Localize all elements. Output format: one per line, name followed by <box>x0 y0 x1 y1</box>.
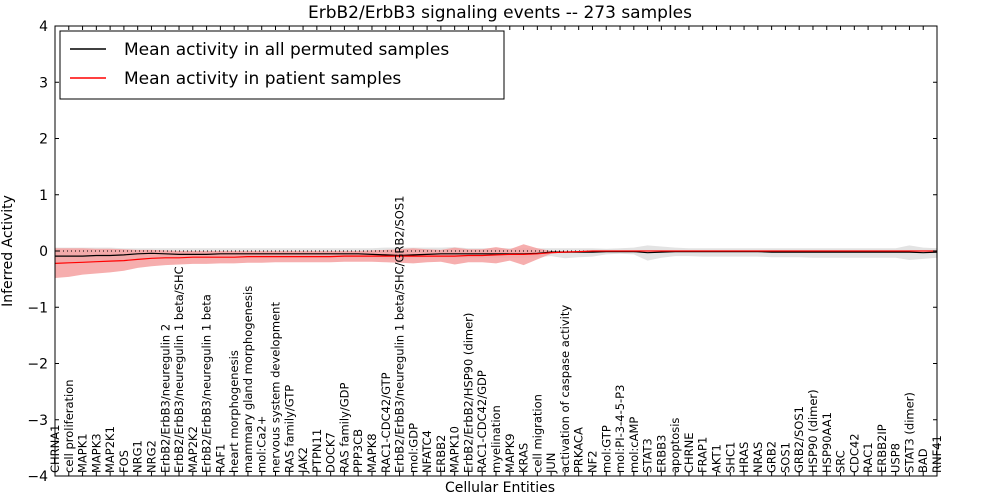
x-tick-label: NF2 <box>586 450 600 473</box>
x-tick-label: FRAP1 <box>696 437 710 473</box>
x-tick-label: ErbB2/ErbB2/HSP90 (dimer) <box>461 313 475 473</box>
x-tick-label: mol:cAMP <box>627 417 641 473</box>
x-tick-label: PPP3CB <box>351 429 365 473</box>
x-tick-label: ERBB3 <box>654 435 668 473</box>
legend-box <box>59 30 505 100</box>
x-tick-label: STAT3 <box>641 438 655 473</box>
x-tick-label: SHC1 <box>723 442 737 473</box>
x-tick-label: mol:Ca2+ <box>255 416 269 473</box>
x-tick-label: ErbB2/ErbB3/neuregulin 1 beta/SHC <box>172 266 186 473</box>
y-tick-label: 4 <box>39 19 48 35</box>
x-tick-label: BAD <box>916 448 930 473</box>
x-tick-label: nervous system development <box>269 302 283 473</box>
series-line-permuted <box>55 251 938 257</box>
x-axis-label: Cellular Entities <box>445 480 555 496</box>
x-tick-label: RAS family/GTP <box>282 385 296 473</box>
x-tick-label: MAPK1 <box>76 433 90 473</box>
y-tick-label: 2 <box>39 132 48 148</box>
x-tick-label: ErbB2/ErbB3/neuregulin 1 beta/SHC/GRB2/S… <box>393 196 407 473</box>
x-tick-label: RAF1 <box>213 444 227 473</box>
x-tick-label: MAPK9 <box>503 433 517 473</box>
y-tick-label: 0 <box>39 244 48 260</box>
x-tick-label: CDC42 <box>847 433 861 473</box>
x-tick-label: ERBB2 <box>434 435 448 473</box>
x-tick-label: CHRNE <box>682 432 696 473</box>
x-tick-label: AKT1 <box>710 444 724 473</box>
x-tick-label: NRG1 <box>131 440 145 473</box>
x-tick-label: MAPK8 <box>365 433 379 473</box>
x-tick-label: mammary gland morphogenesis <box>241 286 255 473</box>
bands-layer <box>55 244 937 278</box>
x-tick-label: MAPK10 <box>448 426 462 473</box>
x-tick-label: GRB2 <box>765 441 779 473</box>
x-tick-label: mol:PI-3-4-5-P3 <box>613 385 627 473</box>
x-tick-label: RAC1-CDC42/GTP <box>379 372 393 473</box>
x-axis: CHRNA1 cell proliferation MAPK1 MAPK3 MAP2K1… <box>48 26 944 476</box>
x-tick-label: ErbB2/ErbB3/neuregulin 2 <box>158 324 172 473</box>
x-tick-label: FOS <box>117 450 131 473</box>
x-tick-label: DOCK7 <box>324 432 338 473</box>
x-tick-label: ERBB2IP <box>875 424 889 473</box>
x-tick-label: HSP90AA1 <box>820 412 834 473</box>
y-tick-label: −4 <box>27 469 48 485</box>
series-layer <box>54 250 938 264</box>
y-axis: −4 −3 −2 −1 0 1 2 3 4 <box>27 19 937 485</box>
y-tick-label: −1 <box>27 300 48 316</box>
x-tick-label: NRG2 <box>145 440 159 473</box>
x-tick-label: MAP2K2 <box>186 426 200 473</box>
x-tick-label: JUN <box>544 453 558 474</box>
x-tick-label: PTPN11 <box>310 429 324 473</box>
x-tick-label: cell migration <box>530 394 544 473</box>
x-tick-label: PRKACA <box>572 427 586 473</box>
x-tick-label: KRAS <box>517 443 531 473</box>
x-tick-label: activation of caspase activity <box>558 305 572 473</box>
y-tick-label: 1 <box>39 188 48 204</box>
x-tick-label: CHRNA1 <box>48 425 62 473</box>
x-tick-label: NRAS <box>751 442 765 473</box>
x-tick-label: NFATC4 <box>420 430 434 473</box>
x-tick-label: heart morphogenesis <box>227 350 241 473</box>
series-line-patient <box>54 250 937 264</box>
y-tick-label: −2 <box>27 357 48 373</box>
x-tick-label: GRB2/SOS1 <box>792 406 806 473</box>
x-tick-label: ErbB2/ErbB3/neuregulin 1 beta <box>200 294 214 473</box>
x-tick-label: RAS family/GDP <box>337 383 351 473</box>
y-tick-label: 3 <box>39 75 48 91</box>
x-tick-label: mol:GTP <box>599 425 613 473</box>
band-patient <box>55 244 937 278</box>
chart-title: ErbB2/ErbB3 signaling events -- 273 samp… <box>308 3 692 23</box>
x-tick-label: SRC <box>834 450 848 473</box>
x-tick-label: MAP2K1 <box>103 426 117 473</box>
x-tick-label: HRAS <box>737 442 751 473</box>
x-tick-label: cell proliferation <box>62 379 76 473</box>
x-tick-label: myelination <box>489 405 503 473</box>
x-tick-label: RAC1-CDC42/GDP <box>475 370 489 473</box>
y-tick-label: −3 <box>27 413 48 429</box>
x-tick-label: mol:GDP <box>406 423 420 473</box>
legend: Mean activity in all permuted samples Me… <box>59 30 505 100</box>
x-tick-label: STAT3 (dimer) <box>902 392 916 473</box>
x-tick-label: HSP90 (dimer) <box>806 389 820 473</box>
x-tick-label: SOS1 <box>778 442 792 473</box>
legend-label-patient: Mean activity in patient samples <box>124 69 401 89</box>
x-tick-label: RNF41 <box>930 435 944 473</box>
x-tick-label: JAK2 <box>296 447 310 474</box>
x-tick-label: apoptosis <box>668 418 682 473</box>
x-tick-label: RAC1 <box>861 442 875 473</box>
y-axis-label: Inferred Activity <box>0 195 16 307</box>
x-tick-label: USP8 <box>889 443 903 473</box>
x-tick-label: MAPK3 <box>89 433 103 473</box>
legend-label-permuted: Mean activity in all permuted samples <box>124 40 449 60</box>
